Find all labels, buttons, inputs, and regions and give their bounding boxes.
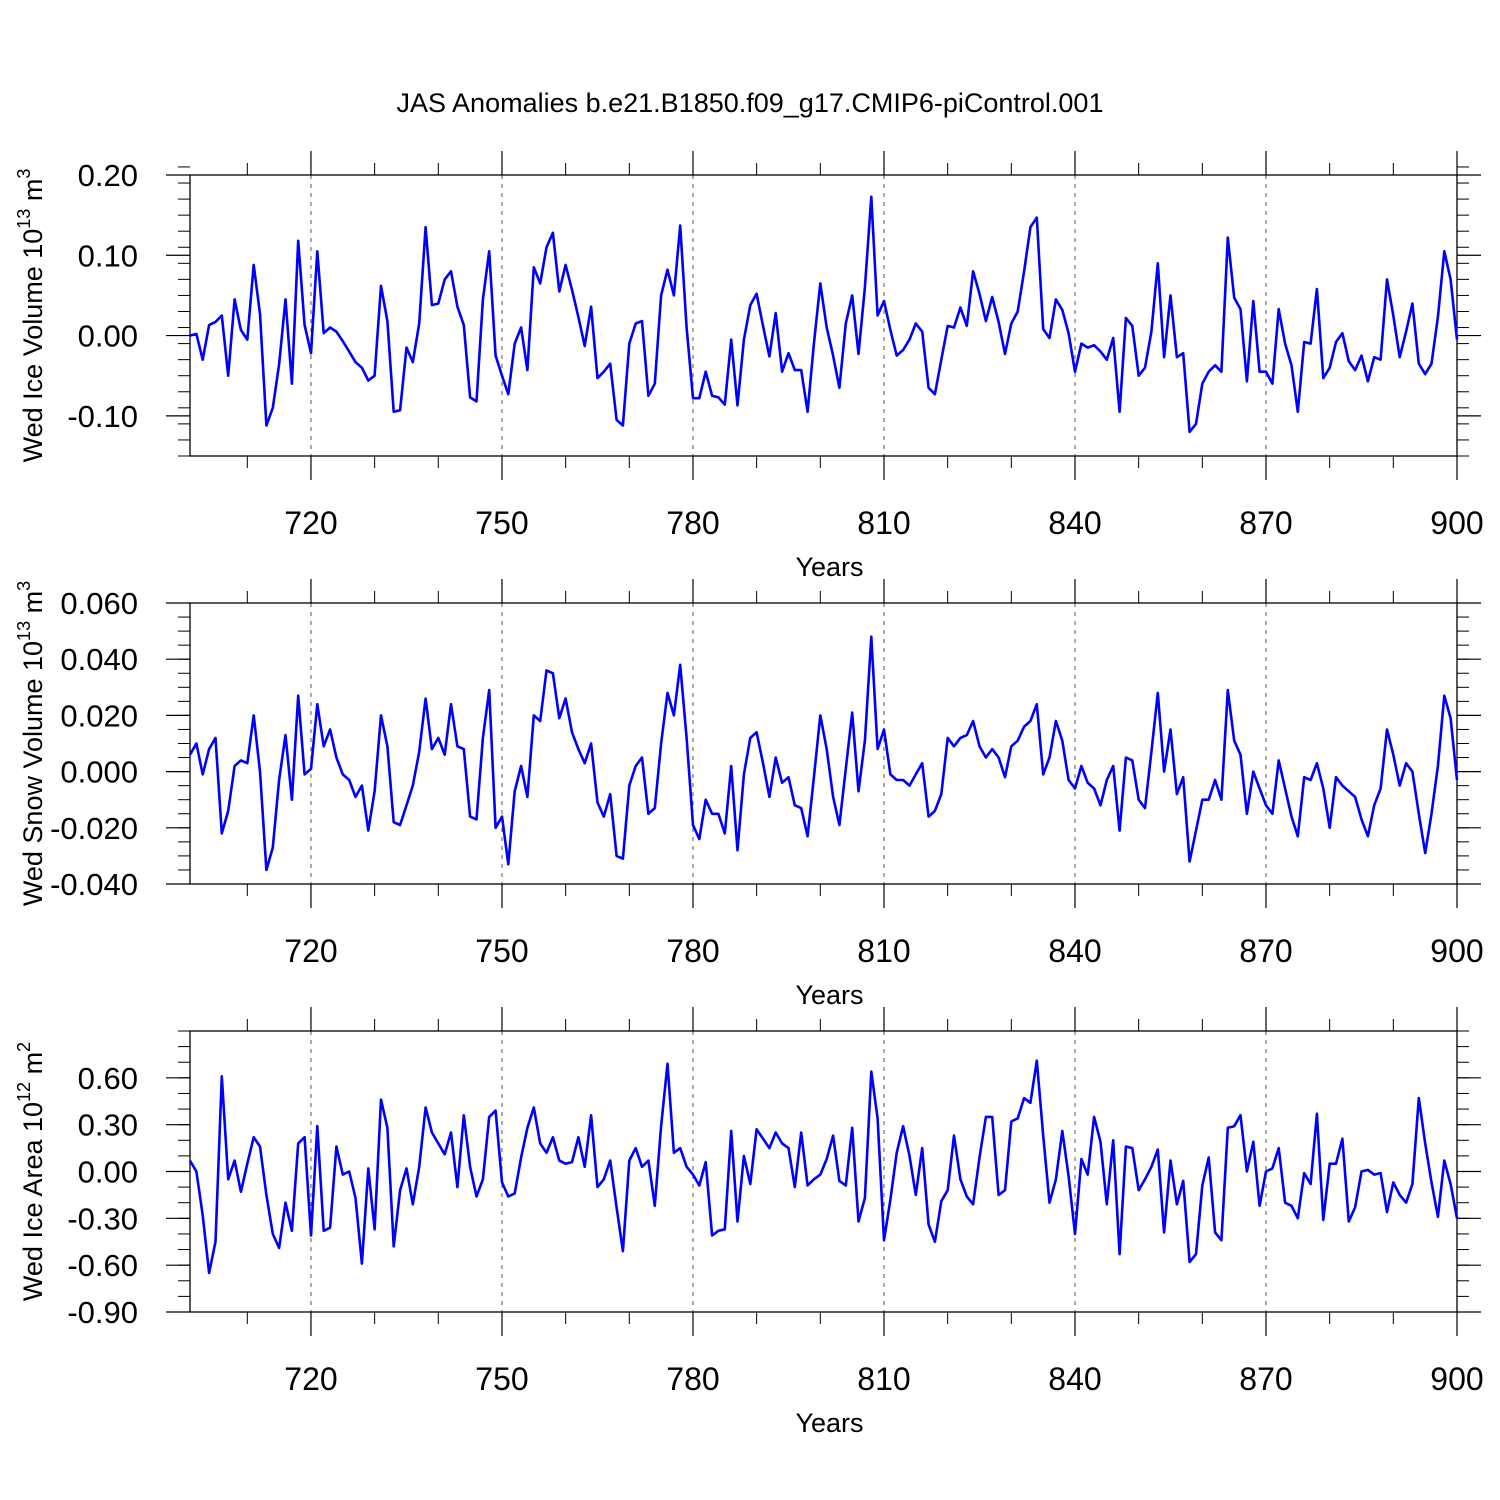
snow-volume-x-tick-label: 780 xyxy=(666,933,719,969)
ice-volume-series-line xyxy=(189,195,1459,434)
ice-volume-x-tick-label: 750 xyxy=(475,505,528,541)
snow-volume-x-tick-label: 900 xyxy=(1430,933,1483,969)
panel-ice-volume: 720 750 780 810 840 870 900 -0.10 0.00 0.10 0.20 Ye… xyxy=(14,151,1484,582)
ice-area-y-axis-title: Wed Ice Area 1012 m2 xyxy=(14,1042,48,1301)
ice-area-y-tick-label: -0.60 xyxy=(67,1248,138,1283)
ice-area-y-axis-title-unit-exponent: 2 xyxy=(14,1042,34,1052)
ice-area-y-tick-label: -0.90 xyxy=(67,1295,138,1330)
snow-volume-y-axis-title-text: Wed Snow Volume 10 xyxy=(18,641,48,906)
panel-snow-volume: 720 750 780 810 840 870 900 -0.040 -0.020 0.000 0.… xyxy=(14,579,1484,1010)
snow-volume-x-tick-label: 810 xyxy=(857,933,910,969)
snow-volume-y-axis-title-unit: m xyxy=(18,591,48,621)
ice-area-y-tick-label: 0.30 xyxy=(78,1108,138,1143)
snow-volume-x-tick-label: 720 xyxy=(284,933,337,969)
snow-volume-x-tick-label: 840 xyxy=(1048,933,1101,969)
ice-volume-y-axis-title: Wed Ice Volume 1013 m3 xyxy=(14,169,48,463)
ice-area-x-axis-title: Years xyxy=(795,1408,863,1438)
ice-area-series-line xyxy=(188,1059,1459,1275)
ice-volume-x-tick-label: 810 xyxy=(857,505,910,541)
ice-volume-x-tick-label: 870 xyxy=(1239,505,1292,541)
ice-volume-y-tick-label: -0.10 xyxy=(67,399,138,434)
ice-volume-x-tick-label: 840 xyxy=(1048,505,1101,541)
snow-volume-series-line xyxy=(188,635,1459,872)
ice-volume-y-tick-label: 0.10 xyxy=(78,238,138,273)
ice-area-y-tick-label: -0.30 xyxy=(67,1201,138,1236)
snow-volume-y-tick-label: -0.020 xyxy=(50,811,138,846)
ice-area-x-tick-label: 840 xyxy=(1048,1361,1101,1397)
snow-volume-y-tick-label: 0.000 xyxy=(60,755,138,790)
ice-area-y-tick-label: 0.60 xyxy=(78,1061,138,1096)
snow-volume-x-tick-label: 870 xyxy=(1239,933,1292,969)
snow-volume-plot-frame xyxy=(189,602,1458,885)
ice-volume-x-tick-label: 720 xyxy=(284,505,337,541)
snow-volume-y-tick-label: -0.040 xyxy=(50,867,138,902)
snow-volume-y-tick-label: 0.060 xyxy=(60,586,138,621)
ice-volume-plot-frame xyxy=(189,174,1458,457)
ice-area-x-tick-label: 870 xyxy=(1239,1361,1292,1397)
ice-volume-x-axis-title: Years xyxy=(795,552,863,582)
ice-volume-y-axis-title-unit: m xyxy=(18,179,48,209)
ice-area-x-tick-label: 720 xyxy=(284,1361,337,1397)
ice-volume-y-axis-title-text: Wed Ice Volume 10 xyxy=(18,229,48,463)
ice-area-x-tick-label: 780 xyxy=(666,1361,719,1397)
ice-volume-y-axis-title-unit-exponent: 3 xyxy=(14,169,34,179)
ice-volume-y-tick-label: 0.20 xyxy=(78,158,138,193)
ice-area-y-axis-title-unit: m xyxy=(18,1052,48,1082)
snow-volume-y-tick-label: 0.040 xyxy=(60,642,138,677)
snow-volume-y-axis-title-unit-exponent: 3 xyxy=(14,581,34,591)
ice-volume-y-tick-label: 0.00 xyxy=(78,319,138,354)
snow-volume-y-axis-title-exponent: 13 xyxy=(14,621,34,641)
ice-volume-x-tick-label: 780 xyxy=(666,505,719,541)
ice-area-x-tick-label: 900 xyxy=(1430,1361,1483,1397)
snow-volume-x-axis-title: Years xyxy=(795,980,863,1010)
ice-area-y-tick-label: 0.00 xyxy=(78,1155,138,1190)
figure-title: JAS Anomalies b.e21.B1850.f09_g17.CMIP6-… xyxy=(397,88,1104,118)
panel-ice-area: 720 750 780 810 840 870 900 -0.90 -0.60 -0.30 0.00… xyxy=(14,1007,1484,1438)
snow-volume-y-axis-title: Wed Snow Volume 1013 m3 xyxy=(14,581,48,906)
ice-area-x-tick-label: 810 xyxy=(857,1361,910,1397)
ice-volume-y-axis-title-exponent: 13 xyxy=(14,209,34,229)
snow-volume-x-tick-label: 750 xyxy=(475,933,528,969)
snow-volume-y-tick-label: 0.020 xyxy=(60,698,138,733)
ice-area-y-axis-title-text: Wed Ice Area 10 xyxy=(18,1102,48,1301)
ice-volume-x-tick-label: 900 xyxy=(1430,505,1483,541)
ice-area-x-tick-label: 750 xyxy=(475,1361,528,1397)
ice-area-y-axis-title-exponent: 12 xyxy=(14,1082,34,1102)
